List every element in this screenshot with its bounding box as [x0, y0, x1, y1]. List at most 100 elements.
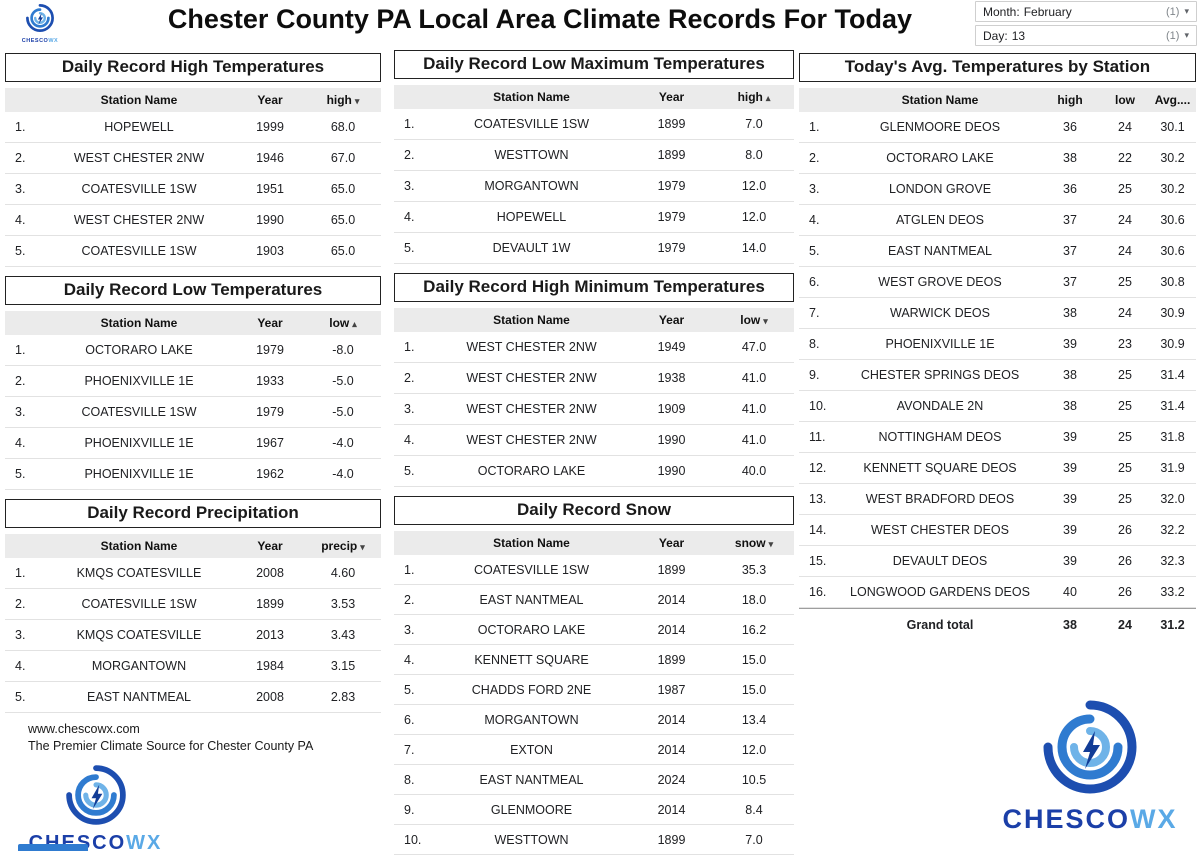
row-index: 2.: [809, 151, 820, 165]
col-header-metric[interactable]: low ▴: [305, 316, 381, 330]
col-header-year[interactable]: Year: [257, 539, 283, 553]
col-header-station[interactable]: Station Name: [100, 539, 178, 553]
cell-year: 1933: [256, 374, 284, 388]
row-index: 5.: [15, 244, 26, 258]
month-filter-dropdown[interactable]: Month: February (1) ▾: [975, 1, 1197, 22]
cell-station: DEVAULT 1W: [492, 241, 571, 255]
cell-avg: 30.8: [1160, 275, 1185, 289]
col-header-year[interactable]: Year: [658, 90, 685, 104]
cell-value: 12.0: [741, 210, 767, 224]
page-title: Chester County PA Local Area Climate Rec…: [167, 4, 913, 34]
day-filter-value: 13: [1011, 28, 1026, 43]
cell-station: DEVAULT DEOS: [892, 554, 988, 568]
cell-avg: 30.6: [1160, 244, 1185, 258]
chevron-down-icon: ▾: [1184, 6, 1189, 16]
col-header-year[interactable]: Year: [257, 316, 283, 330]
cell-low: 22: [1118, 151, 1132, 165]
row-index: 5.: [404, 464, 415, 478]
hurricane-swirl-icon: [64, 763, 128, 827]
cell-station: COATESVILLE 1SW: [473, 117, 590, 131]
sort-arrow-icon: ▾: [768, 539, 774, 549]
table-row: 6. MORGANTOWN 2014 13.4: [394, 705, 794, 735]
table-row: 3. OCTORARO LAKE 2014 16.2: [394, 615, 794, 645]
row-index: 1.: [15, 343, 26, 357]
cell-low: 24: [1118, 213, 1132, 227]
website-url: www.chescowx.com: [28, 722, 140, 736]
chescowx-logo-large: CHESCOWX: [980, 697, 1200, 835]
col-header-station[interactable]: Station Name: [493, 90, 570, 104]
table-row: 2. PHOENIXVILLE 1E 1933 -5.0: [5, 366, 381, 397]
table-row: 4. WEST CHESTER 2NW 1990 65.0: [5, 205, 381, 236]
row-index: 2.: [404, 592, 415, 607]
cell-station: OCTORARO LAKE: [477, 464, 586, 478]
cell-station: KENNETT SQUARE: [474, 652, 589, 667]
day-filter-dropdown[interactable]: Day: 13 (1) ▾: [975, 25, 1197, 46]
col-header-station[interactable]: Station Name: [493, 536, 570, 550]
col-header-station[interactable]: Station Name: [901, 93, 979, 107]
table-row: 15. DEVAULT DEOS 39 26 32.3: [799, 546, 1196, 577]
cell-avg: 32.2: [1160, 523, 1185, 537]
row-index: 2.: [15, 597, 26, 611]
cell-year: 1979: [657, 210, 686, 224]
table-row: 3. LONDON GROVE 36 25 30.2: [799, 174, 1196, 205]
cell-year: 2024: [657, 772, 686, 787]
cell-avg: 30.1: [1160, 120, 1185, 134]
col-header-year[interactable]: Year: [658, 536, 685, 550]
col-header-high[interactable]: high: [1057, 93, 1083, 107]
cell-high: 37: [1063, 275, 1077, 289]
cell-avg: 30.9: [1160, 306, 1185, 320]
row-index: 4.: [809, 213, 820, 227]
cell-value: 8.4: [745, 802, 763, 817]
cell-station: WARWICK DEOS: [889, 306, 990, 320]
cell-low: 26: [1118, 554, 1132, 568]
table-row: 5. COATESVILLE 1SW 1903 65.0: [5, 236, 381, 267]
cell-value: 12.0: [741, 742, 767, 757]
cell-year: 1987: [657, 682, 686, 697]
col-header-station[interactable]: Station Name: [100, 93, 178, 107]
col-header-metric[interactable]: snow ▾: [714, 536, 794, 550]
cell-value: 8.0: [745, 148, 763, 162]
cell-value: 3.15: [330, 659, 356, 673]
cell-high: 38: [1063, 399, 1077, 413]
row-index: 5.: [404, 241, 415, 255]
col-header-metric[interactable]: low ▾: [714, 313, 794, 327]
cell-avg: 30.9: [1160, 337, 1185, 351]
table-row: 3. KMQS COATESVILLE 2013 3.43: [5, 620, 381, 651]
month-filter-value: February: [1023, 4, 1072, 19]
cell-avg: 32.0: [1160, 492, 1185, 506]
cell-year: 1979: [657, 241, 686, 255]
cell-value: 18.0: [741, 592, 767, 607]
cell-low: 24: [1118, 120, 1132, 134]
cell-year: 1990: [657, 464, 686, 478]
col-header-metric[interactable]: high ▾: [305, 93, 381, 107]
logo-text-primary: CHESCO: [21, 38, 49, 44]
cell-station: WEST CHESTER 2NW: [466, 402, 597, 416]
col-header-station[interactable]: Station Name: [100, 316, 178, 330]
cell-station: NOTTINGHAM DEOS: [878, 430, 1002, 444]
col-header-year[interactable]: Year: [658, 313, 685, 327]
cell-station: OCTORARO LAKE: [886, 151, 994, 165]
page-nav-bar[interactable]: [18, 844, 88, 851]
col-header-metric[interactable]: high ▴: [714, 90, 794, 104]
chescowx-logo-medium: CHESCOWX: [23, 763, 168, 855]
row-index: 10.: [809, 399, 827, 413]
col-header-metric[interactable]: precip ▾: [305, 539, 381, 553]
table-row: 2. COATESVILLE 1SW 1899 3.53: [5, 589, 381, 620]
col-header-avg[interactable]: Avg....: [1154, 93, 1191, 107]
table-row: 8. EAST NANTMEAL 2024 10.5: [394, 765, 794, 795]
cell-year: 2014: [657, 802, 686, 817]
row-index: 4.: [404, 210, 415, 224]
col-header-low[interactable]: low: [1115, 93, 1135, 107]
col-header-year[interactable]: Year: [257, 93, 283, 107]
table-row: 9. CHESTER SPRINGS DEOS 38 25 31.4: [799, 360, 1196, 391]
logo-text-primary: CHESCO: [1002, 804, 1130, 834]
row-index: 1.: [809, 120, 820, 134]
hurricane-swirl-icon: [1040, 697, 1140, 797]
col-header-station[interactable]: Station Name: [493, 313, 570, 327]
cell-value: 15.0: [741, 652, 767, 667]
cell-year: 1990: [256, 213, 284, 227]
record-high-temps-table: Daily Record High Temperatures Station N…: [5, 53, 381, 267]
cell-year: 1979: [256, 343, 284, 357]
row-index: 6.: [404, 712, 415, 727]
table-body: 1. COATESVILLE 1SW 1899 35.3 2. EAST NANTMEAL…: [394, 555, 794, 855]
